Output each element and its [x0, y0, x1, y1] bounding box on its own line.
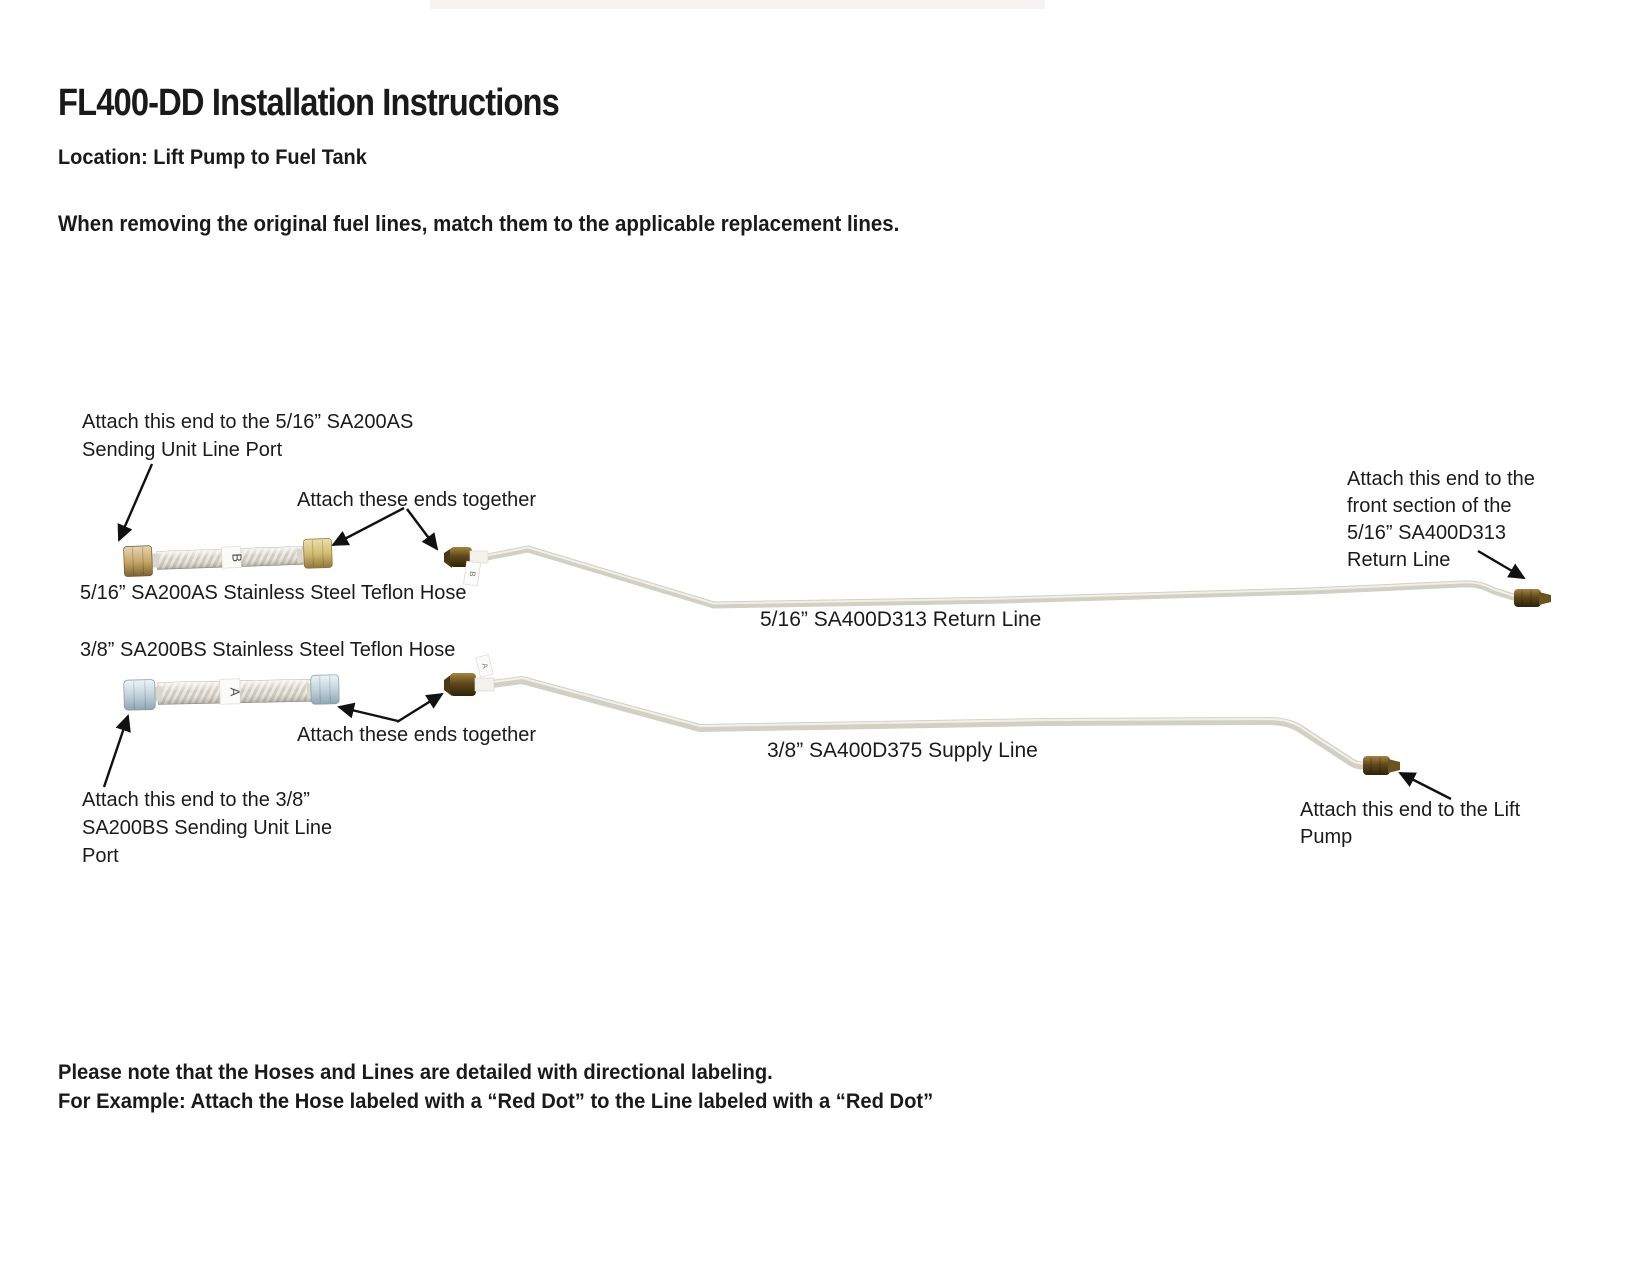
footer-line-1: Please note that the Hoses and Lines are…	[58, 1061, 773, 1084]
label-supply-line: 3/8” SA400D375 Supply Line	[767, 739, 1038, 762]
hose-band-letter: A	[227, 687, 242, 696]
hose-left-brass-nut	[123, 545, 153, 577]
arrow-ends-together-top-right	[406, 508, 439, 551]
arrow-ends-together-bottom-right	[396, 692, 444, 724]
nut-facet	[132, 547, 135, 576]
supply-line-tag: A	[475, 654, 494, 678]
hose-left-blue-nut	[123, 679, 156, 711]
photo-edge-artifact	[430, 0, 1045, 9]
arrow-sending-unit-bottom	[102, 714, 131, 788]
annotation-sending-unit-bottom: Attach this end to the 3/8” SA200BS Send…	[82, 789, 333, 867]
supply-line-highlight	[490, 676, 1370, 765]
arrow-return-front-section	[1477, 549, 1526, 580]
annotation-lift-pump: Attach this end to the Lift Pump	[1300, 799, 1521, 848]
return-line-tube	[483, 545, 1524, 609]
hose-label-band	[219, 678, 241, 705]
annotation-attach-together-top: Attach these ends together	[297, 489, 537, 511]
label-hose-sa200as: 5/16” SA200AS Stainless Steel Teflon Hos…	[80, 582, 467, 604]
return-line-tag: B	[463, 560, 481, 587]
supply-fitting-right-tip	[1388, 759, 1400, 773]
location-line: Location: Lift Pump to Fuel Tank	[58, 146, 367, 169]
annotation-return-front-section: Attach this end to the front section of …	[1347, 468, 1535, 571]
label-hose-sa200bs: 3/8” SA200BS Stainless Steel Teflon Hose	[80, 639, 456, 661]
hose-band-letter: B	[229, 553, 244, 562]
hose-sa200as: B	[123, 538, 333, 577]
arrow-ends-together-top-left	[331, 506, 405, 547]
hose-right-gold-nut	[303, 538, 333, 569]
nut-facet	[133, 681, 135, 710]
supply-fitting-right	[1363, 756, 1390, 775]
page-title: FL400-DD Installation Instructions	[58, 82, 560, 124]
hose-sa200bs: A	[123, 674, 340, 711]
return-tag-letter: B	[468, 571, 478, 578]
nut-facet	[144, 680, 146, 709]
nut-facet	[142, 546, 145, 575]
arrow-sending-unit-top	[117, 463, 154, 542]
supply-fitting-left-collar	[474, 677, 495, 692]
footer-line-2: For Example: Attach the Hose labeled wit…	[58, 1090, 934, 1113]
annotation-attach-together-bottom: Attach these ends together	[297, 724, 537, 746]
hose-label-band	[221, 546, 242, 569]
supply-tag-letter: A	[480, 662, 490, 670]
supply-line-tube	[488, 676, 1372, 770]
return-fitting-left-collar	[469, 550, 489, 564]
footer-note: Please note that the Hoses and Lines are…	[58, 1058, 933, 1116]
supply-line-sa400d375: A	[444, 654, 1400, 775]
nut-facet	[319, 676, 321, 704]
annotation-sending-unit-top: Attach this end to the 5/16” SA200AS Sen…	[82, 411, 414, 461]
nut-facet	[329, 675, 331, 703]
return-fitting-right	[1514, 589, 1541, 607]
nut-facet	[321, 539, 324, 567]
return-fitting-right-tip	[1539, 592, 1551, 605]
return-line-highlight	[486, 546, 1519, 605]
arrow-ends-together-bottom-left	[337, 702, 399, 723]
label-return-line: 5/16” SA400D313 Return Line	[760, 608, 1042, 631]
intro-line: When removing the original fuel lines, m…	[58, 211, 900, 236]
return-line-sa400d313: B	[444, 545, 1551, 609]
hose-right-blue-nut	[310, 674, 340, 705]
annotation-arrows	[102, 463, 1526, 801]
arrow-lift-pump	[1398, 771, 1452, 801]
supply-fitting-left	[450, 673, 476, 696]
nut-facet	[311, 540, 314, 568]
